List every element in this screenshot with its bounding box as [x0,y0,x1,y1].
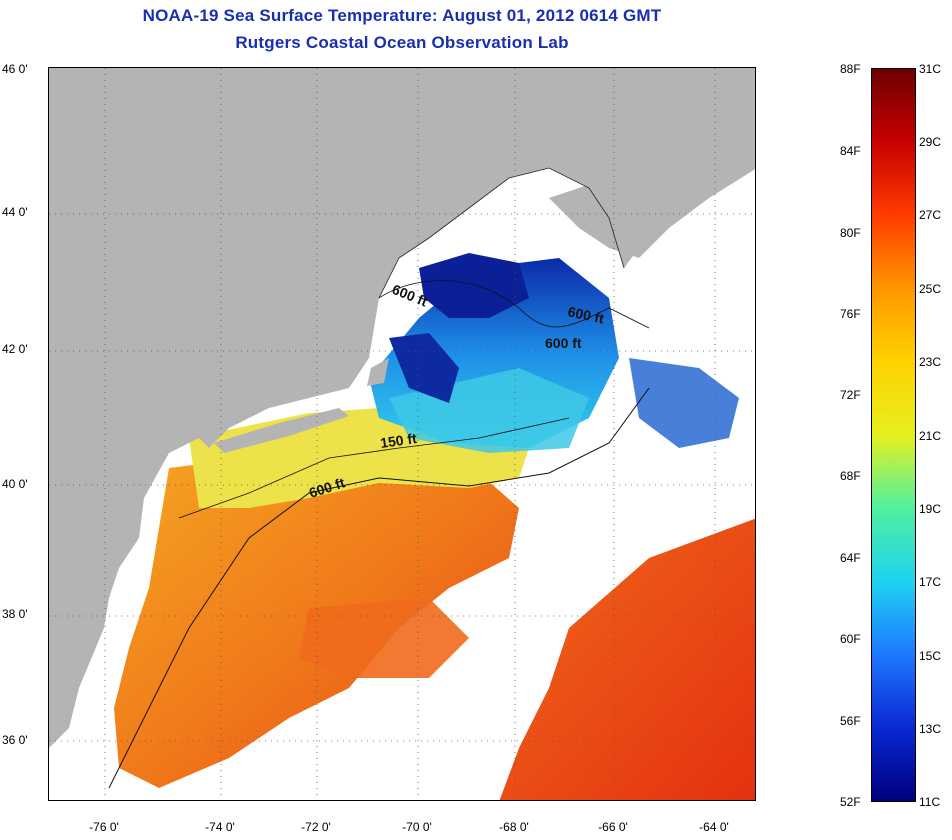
gulf-stream-region [499,518,755,800]
colorbar-label-56f: 56F [840,714,861,728]
sst-map: 600 ft 600 ft 600 ft 150 ft 600 ft [48,67,756,801]
colorbar-label-25c: 25C [919,282,942,296]
colorbar-label-19c: 19C [919,502,942,516]
land-mainland [49,68,755,748]
contour-gom [378,280,650,329]
lat-label-36: 36 0' [2,733,28,747]
land-long-island [214,408,349,453]
colorbar-label-29c: 29C [919,135,942,149]
coastline [378,167,625,299]
contour-600ft-shelf [108,387,650,789]
cold-core [419,253,529,318]
chart-title: NOAA-19 Sea Surface Temperature: August … [142,6,662,25]
colorbar-label-11c: 11C [919,795,941,809]
lat-label-44: 44 0' [2,205,28,219]
cold-patch-east [629,358,739,448]
land-cape-cod [367,358,389,386]
scattered-warm-patches [299,598,469,678]
lon-label-72: -72 0' [301,820,331,834]
colorbar-label-88f: 88F [840,62,861,76]
contour-label-600ft-c: 600 ft [545,335,582,351]
lon-label-70: -70 0' [402,820,432,834]
lat-label-42: 42 0' [2,342,28,356]
lon-label-66: -66 0' [598,820,628,834]
colorbar-label-72f: 72F [840,388,861,402]
map-canvas: 600 ft 600 ft 600 ft 150 ft 600 ft [49,68,755,800]
contour-label-150ft: 150 ft [379,430,418,451]
lat-label-40: 40 0' [2,477,28,491]
lat-label-46: 46 0' [2,62,28,76]
chart-subtitle: Rutgers Coastal Ocean Observation Lab [235,33,569,52]
colorbar-label-76f: 76F [840,307,861,321]
colorbar-label-15c: 15C [919,649,942,663]
colorbar-label-13c: 13C [919,722,942,736]
temperature-colorbar [871,68,916,802]
colorbar-label-23c: 23C [919,355,942,369]
colorbar-label-21c: 21C [919,429,942,443]
lat-label-38: 38 0' [2,607,28,621]
colorbar-label-31c: 31C [919,62,942,76]
colorbar-label-64f: 64F [840,551,861,565]
colorbar-label-52f: 52F [840,795,861,809]
lon-label-64: -64 0' [699,820,729,834]
contour-150ft [178,417,570,519]
cold-patch-west [389,333,459,403]
lon-label-74: -74 0' [205,820,235,834]
lon-label-68: -68 0' [499,820,529,834]
map-grid [49,68,755,800]
colorbar-label-60f: 60F [840,632,861,646]
colorbar-label-80f: 80F [840,226,861,240]
lon-label-76: -76 0' [89,820,119,834]
land-nova-scotia [549,109,755,258]
colorbar-label-84f: 84F [840,144,861,158]
contour-label-600ft-b: 600 ft [566,303,605,326]
colorbar-label-68f: 68F [840,469,861,483]
colorbar-label-17c: 17C [919,575,942,589]
colorbar-label-27c: 27C [919,208,942,222]
